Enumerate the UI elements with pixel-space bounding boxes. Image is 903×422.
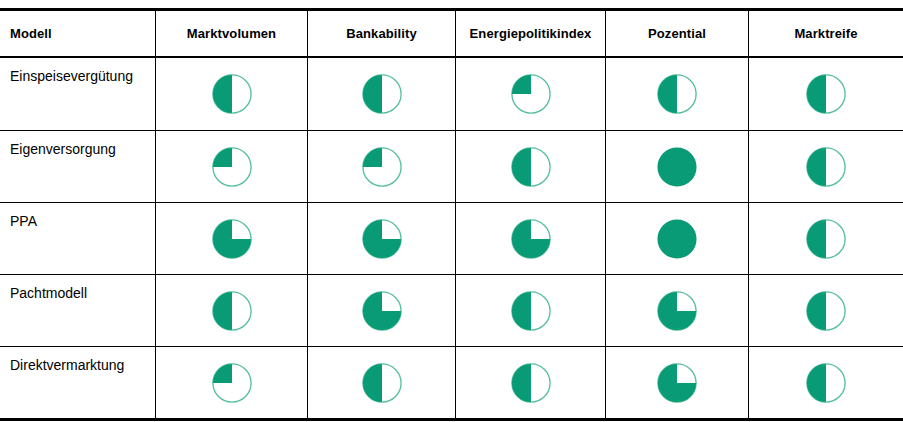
- rating-cell: [155, 203, 307, 274]
- harvey-ball-icon: [805, 73, 847, 115]
- row-label: Direktvermarktung: [0, 347, 155, 418]
- rating-cell: [455, 131, 605, 202]
- rating-cell: [155, 347, 307, 418]
- rating-cell: [307, 275, 455, 346]
- rating-cell: [748, 203, 903, 274]
- harvey-ball-icon: [805, 218, 847, 260]
- rating-cell: [605, 131, 748, 202]
- rating-cell: [455, 58, 605, 130]
- column-header-bankability: Bankability: [307, 11, 455, 56]
- harvey-ball-icon: [361, 146, 403, 188]
- harvey-ball-icon: [656, 73, 698, 115]
- harvey-ball-icon: [510, 146, 552, 188]
- harvey-ball-icon: [510, 290, 552, 332]
- rating-cell: [307, 347, 455, 418]
- column-header-marktreife: Marktreife: [748, 11, 903, 56]
- rating-cell: [748, 131, 903, 202]
- harvey-ball-icon: [656, 218, 698, 260]
- harvey-ball-icon: [361, 290, 403, 332]
- rating-cell: [307, 58, 455, 130]
- rating-cell: [455, 203, 605, 274]
- harvey-ball-icon: [805, 362, 847, 404]
- rating-cell: [748, 275, 903, 346]
- row-label: PPA: [0, 203, 155, 274]
- table-row: Direktvermarktung: [0, 346, 903, 418]
- rating-cell: [155, 131, 307, 202]
- column-header-energiepolitikindex: Energiepolitikindex: [455, 11, 605, 56]
- rating-table: ModellMarktvolumenBankabilityEnergiepoli…: [0, 8, 903, 421]
- rating-cell: [605, 58, 748, 130]
- harvey-ball-icon: [656, 362, 698, 404]
- harvey-ball-icon: [510, 73, 552, 115]
- table-row: PPA: [0, 202, 903, 274]
- table-row: Eigenversorgung: [0, 130, 903, 202]
- table-header-row: ModellMarktvolumenBankabilityEnergiepoli…: [0, 11, 903, 58]
- harvey-ball-icon: [805, 146, 847, 188]
- column-header-marktvolumen: Marktvolumen: [155, 11, 307, 56]
- harvey-ball-icon: [361, 73, 403, 115]
- table-body: EinspeisevergütungEigenversorgungPPAPach…: [0, 58, 903, 418]
- rating-cell: [605, 347, 748, 418]
- harvey-ball-icon: [361, 362, 403, 404]
- row-label: Eigenversorgung: [0, 131, 155, 202]
- rating-cell: [455, 275, 605, 346]
- rating-cell: [307, 203, 455, 274]
- harvey-ball-icon: [211, 73, 253, 115]
- harvey-ball-icon: [211, 146, 253, 188]
- harvey-ball-icon: [211, 290, 253, 332]
- rating-cell: [605, 275, 748, 346]
- harvey-ball-icon: [510, 218, 552, 260]
- rating-cell: [605, 203, 748, 274]
- harvey-ball-icon: [656, 146, 698, 188]
- column-header-pozential: Pozential: [605, 11, 748, 56]
- row-label: Einspeisevergütung: [0, 58, 155, 130]
- harvey-ball-icon: [211, 218, 253, 260]
- table-row: Pachtmodell: [0, 274, 903, 346]
- rating-cell: [748, 58, 903, 130]
- harvey-ball-icon: [656, 290, 698, 332]
- harvey-ball-icon: [211, 362, 253, 404]
- rating-cell: [307, 131, 455, 202]
- row-label: Pachtmodell: [0, 275, 155, 346]
- harvey-ball-icon: [805, 290, 847, 332]
- harvey-ball-icon: [510, 362, 552, 404]
- rating-cell: [155, 58, 307, 130]
- rating-cell: [155, 275, 307, 346]
- rating-cell: [455, 347, 605, 418]
- table-row: Einspeisevergütung: [0, 58, 903, 130]
- rating-cell: [748, 347, 903, 418]
- harvey-ball-icon: [361, 218, 403, 260]
- column-header-modell: Modell: [0, 11, 155, 56]
